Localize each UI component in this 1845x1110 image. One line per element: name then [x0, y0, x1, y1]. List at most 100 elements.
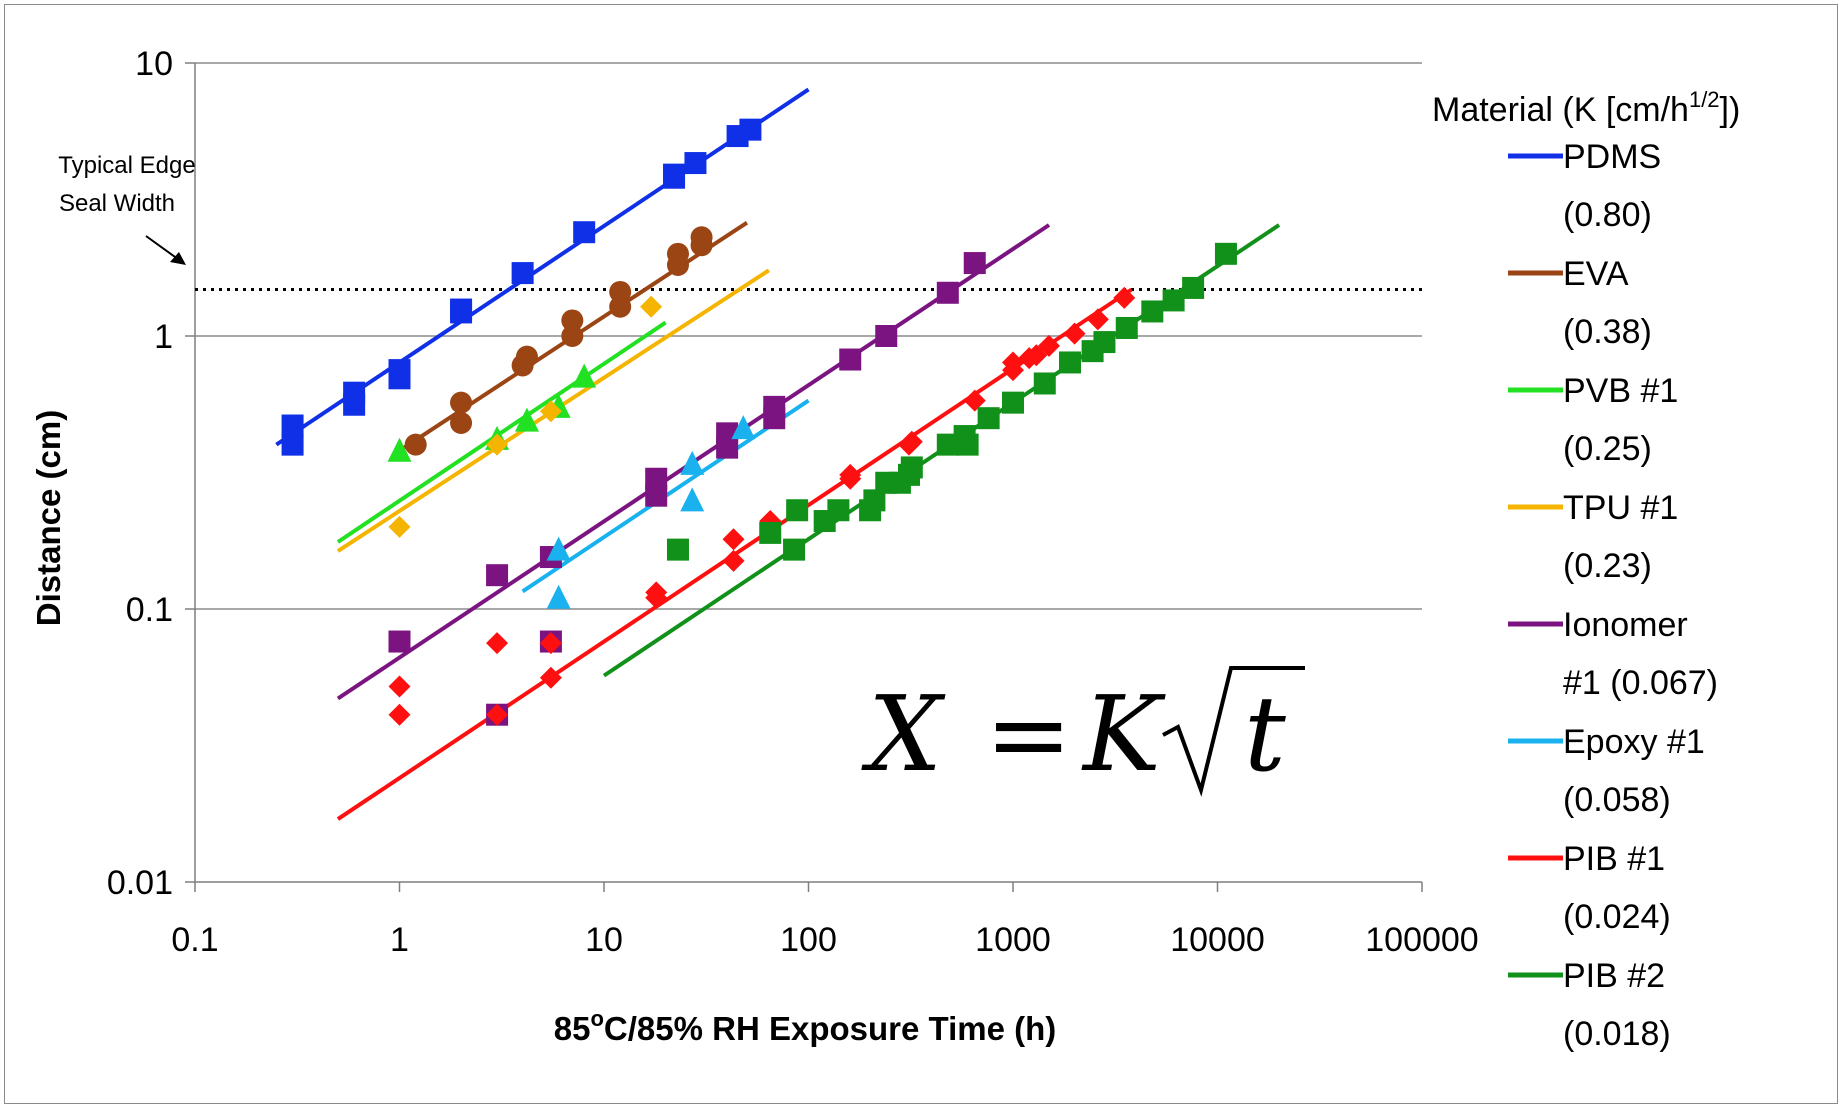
legend: PDMS (0.80) EVA (0.38) PVB #1 (0.25) TPU #1 (0.… [1508, 138, 1718, 1053]
x-tick-label-1: 1 [390, 921, 409, 959]
point-tpu-1-2 [539, 400, 562, 423]
point-pib-1-10 [1038, 334, 1061, 357]
point-pib-1-4 [722, 549, 745, 572]
y-tick-label-0.1: 0.1 [126, 591, 173, 629]
point-pib-2-11 [1002, 391, 1024, 414]
x-axis-label-part1: 85 [554, 1010, 591, 1047]
point-pdms-0 [281, 433, 304, 456]
point-pib-1-21 [900, 430, 923, 453]
point-pib-2-1 [759, 521, 782, 544]
legend-k-pib-2: (0.018) [1563, 1015, 1671, 1053]
edge-seal-reference: Typical Edge Seal Width [58, 152, 1422, 292]
point-pvb-1-4 [572, 363, 597, 388]
point-ionomer-1-7 [936, 281, 959, 304]
x-tick-label-10: 10 [585, 921, 623, 959]
x-axis-label: 85oC/85% RH Exposure Time (h) [554, 1006, 1057, 1047]
point-pib-1-13 [1113, 286, 1136, 309]
point-ionomer-1-14 [839, 348, 862, 371]
legend-label-eva: EVA [1563, 255, 1629, 293]
point-tpu-1-3 [640, 295, 663, 318]
point-pib-2-15 [1093, 331, 1116, 354]
axes [185, 62, 1423, 892]
point-pib-1-18 [722, 528, 745, 551]
point-pib-2-18 [1162, 289, 1185, 312]
point-pdms-12 [388, 359, 411, 382]
tick-labels: 0.01 0.1 1 10 0.1 1 10 100 1000 10000 100000 [107, 45, 1479, 959]
legend-label-pdms: PDMS [1563, 138, 1661, 176]
point-pdms-9 [739, 118, 762, 141]
point-pdms-7 [684, 152, 707, 175]
point-ionomer-1-3 [645, 467, 668, 490]
point-pvb-1-0 [387, 437, 412, 462]
chart-frame [4, 4, 1838, 1104]
equation-lhs: X [861, 673, 946, 795]
point-eva-10 [609, 280, 632, 303]
point-eva-0 [404, 433, 427, 456]
equation-sqrt-sign [1162, 666, 1305, 797]
y-tick-label-1: 1 [154, 318, 173, 356]
point-epoxy-1-1 [546, 584, 571, 609]
point-pib-1-2 [539, 666, 562, 689]
x-tick-label-10000: 10000 [1170, 921, 1265, 959]
legend-title: Material (K [cm/h1/2]) [1432, 87, 1740, 129]
legend-title-part1: Material (K [cm/h [1432, 91, 1689, 129]
point-pdms-11 [343, 381, 366, 404]
point-pib-1-14 [388, 675, 411, 698]
x-axis-label-part2: C/85% RH Exposure Time (h) [604, 1010, 1056, 1047]
x-tick-label-0.1: 0.1 [171, 921, 218, 959]
legend-label-epoxy-1: Epoxy #1 [1563, 723, 1705, 761]
point-ionomer-1-1 [486, 564, 509, 587]
point-eva-7 [450, 391, 473, 414]
point-pib-1-16 [539, 632, 562, 655]
equation: X = K t [861, 666, 1305, 797]
x-tick-label-1000: 1000 [975, 921, 1051, 959]
legend-k-pib-1: (0.024) [1563, 898, 1671, 936]
point-epoxy-1-4 [731, 415, 756, 440]
point-pib-1-23 [1018, 347, 1041, 370]
point-pib-2-0 [666, 538, 689, 561]
point-pdms-14 [663, 163, 686, 186]
point-pib-1-20 [839, 463, 862, 486]
fit-line-pvb-1 [336, 320, 667, 544]
legend-label-ionomer-1: Ionomer [1563, 606, 1688, 644]
point-pib-1-15 [486, 632, 509, 655]
point-epoxy-1-3 [680, 487, 705, 512]
point-pdms-4 [511, 262, 534, 285]
x-tick-label-100000: 100000 [1365, 921, 1478, 959]
edge-seal-label-line1: Typical Edge [58, 152, 195, 179]
point-ionomer-1-13 [763, 407, 786, 430]
point-pdms-13 [450, 298, 473, 321]
equation-var: t [1244, 673, 1286, 795]
legend-k-epoxy-1: (0.058) [1563, 781, 1671, 819]
point-epoxy-1-2 [680, 450, 705, 475]
x-tick-label-100: 100 [780, 921, 837, 959]
point-pib-1-12 [1086, 308, 1109, 331]
legend-title-sup: 1/2 [1689, 87, 1720, 112]
legend-label-tpu-1: TPU #1 [1563, 489, 1678, 527]
y-axis-label: Distance (cm) [30, 410, 67, 626]
y-tick-label-0.01: 0.01 [107, 864, 173, 902]
y-tick-label-10: 10 [135, 45, 173, 83]
point-ionomer-1-12 [716, 436, 739, 459]
legend-title-end: ]) [1720, 91, 1741, 129]
point-eva-3 [561, 325, 584, 347]
legend-label-pib-2: PIB #2 [1563, 957, 1665, 995]
point-pib-2-13 [1059, 351, 1082, 374]
legend-label-pib-1: PIB #1 [1563, 840, 1665, 878]
point-pib-2-16 [1115, 316, 1138, 339]
point-pvb-1-2 [514, 407, 539, 432]
point-pib-1-0 [388, 703, 411, 726]
point-tpu-1-1 [486, 433, 509, 456]
data-points [281, 118, 1237, 726]
point-ionomer-1-6 [875, 325, 898, 347]
point-pib-2-8 [936, 433, 959, 456]
gridlines [195, 62, 1422, 610]
point-tpu-1-0 [388, 515, 411, 538]
legend-k-eva: (0.38) [1563, 313, 1652, 351]
point-pib-2-19 [1182, 276, 1205, 299]
point-pib-2-17 [1141, 300, 1164, 323]
edge-seal-label-line2: Seal Width [59, 190, 175, 217]
point-pib-2-2 [786, 499, 809, 522]
point-pdms-10 [281, 414, 304, 437]
